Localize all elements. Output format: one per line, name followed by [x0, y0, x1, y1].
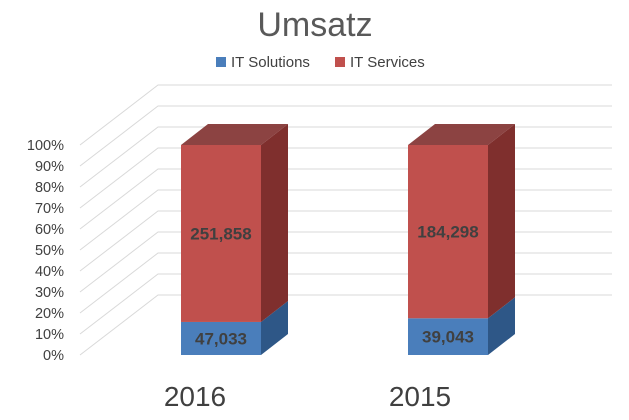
x-tick-label-2016: 2016 — [164, 381, 226, 412]
gridline — [79, 168, 612, 230]
bar-2015-it-services — [408, 145, 488, 319]
legend-label-it-services: IT Services — [350, 54, 425, 71]
gridline — [79, 210, 612, 272]
gridline — [79, 252, 612, 314]
bar-top-2016 — [181, 124, 288, 145]
legend-swatch-it-solutions — [216, 57, 226, 67]
bar-side-2016-it-solutions — [261, 300, 288, 355]
gridline — [79, 147, 612, 209]
y-tick-label: 30% — [35, 285, 64, 301]
data-label-2016-it-services: 251,858 — [190, 224, 251, 243]
data-label-2016-it-solutions: 47,033 — [195, 329, 247, 348]
legend: IT Solutions IT Services — [216, 54, 425, 71]
y-tick-label: 90% — [35, 159, 64, 175]
bar-2016-it-solutions — [181, 321, 261, 355]
gridline — [79, 273, 612, 335]
legend-swatch-it-services — [335, 57, 345, 67]
legend-label-it-solutions: IT Solutions — [231, 54, 310, 71]
bar-2016-it-services — [181, 145, 261, 322]
bar-top-2015 — [408, 124, 515, 145]
y-tick-label: 60% — [35, 222, 64, 238]
gridline — [79, 231, 612, 293]
y-tick-label: 0% — [43, 348, 64, 364]
y-tick-label: 70% — [35, 201, 64, 217]
data-label-2015-it-solutions: 39,043 — [422, 328, 474, 347]
gridline — [79, 294, 612, 356]
x-tick-label-2015: 2015 — [389, 381, 451, 412]
y-tick-label: 20% — [35, 306, 64, 322]
y-tick-label: 40% — [35, 264, 64, 280]
bar-2015-it-solutions — [408, 318, 488, 355]
gridlines — [79, 84, 612, 356]
chart-title: Umsatz — [257, 6, 372, 44]
y-tick-label: 50% — [35, 243, 64, 259]
bar-side-2015-it-solutions — [488, 297, 515, 355]
gridline — [79, 126, 612, 188]
x-axis: 2016 2015 — [164, 381, 451, 412]
bar-side-2016-it-services — [261, 124, 288, 322]
bars: 47,033 251,858 39,043 184,298 — [181, 124, 515, 355]
bar-side-2015-it-services — [488, 124, 515, 319]
y-tick-label: 80% — [35, 180, 64, 196]
gridline — [79, 189, 612, 251]
gridline — [79, 84, 612, 146]
data-label-2015-it-services: 184,298 — [417, 223, 478, 242]
y-tick-label: 100% — [27, 138, 64, 154]
y-axis: 0% 10% 20% 30% 40% 50% 60% 70% 80% 90% 100% — [27, 138, 64, 364]
gridline — [79, 105, 612, 167]
y-tick-label: 10% — [35, 327, 64, 343]
